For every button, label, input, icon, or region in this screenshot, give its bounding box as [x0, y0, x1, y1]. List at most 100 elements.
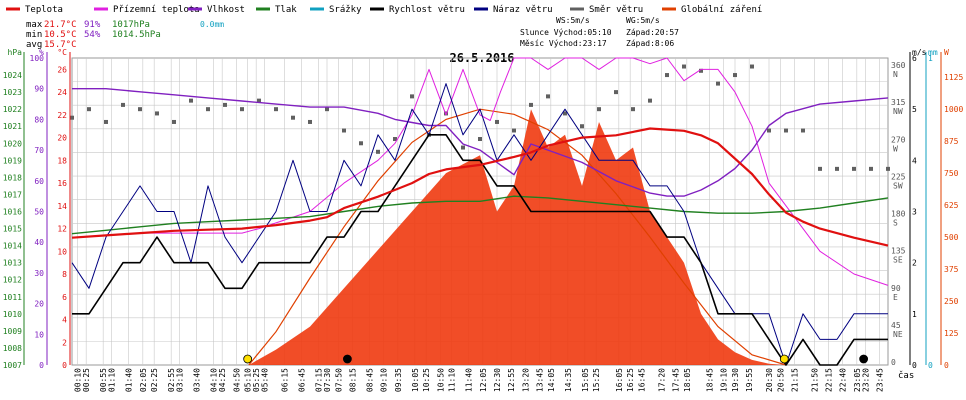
wind-direction-point: [512, 128, 516, 133]
temperature-tick-label: 8: [62, 270, 67, 279]
radiation-tick-label: 875: [944, 137, 959, 146]
stats-block: max 21.7°C 91% 1017hPa 0.0mm min 10.5°C …: [26, 20, 224, 50]
x-tick-label: 06:15: [281, 368, 290, 392]
wind-direction-point: [172, 119, 176, 124]
wind-direction-point: [682, 64, 686, 69]
wind-direction-point: [359, 141, 363, 146]
legend-label: Rychlost větru: [389, 5, 465, 15]
pressure-tick-label: 1015: [3, 225, 22, 234]
wind-direction-point: [852, 166, 856, 171]
stats-min-label: min: [26, 30, 42, 40]
stats-avg-label: avg: [26, 40, 42, 50]
radiation-tick-label: 375: [944, 265, 959, 274]
wind-direction-point: [206, 107, 210, 112]
wind-dir-tick-name: E: [893, 293, 898, 302]
wind-direction-point: [444, 111, 448, 116]
pressure-tick-label: 1011: [3, 293, 22, 302]
temperature-tick-label: 18: [57, 156, 67, 165]
x-tick-label: 19:55: [745, 368, 754, 392]
x-tick-label: 10:05: [411, 368, 420, 392]
wind-direction-point: [597, 107, 601, 112]
wind-direction-point: [495, 119, 499, 124]
legend-label: Tlak: [275, 5, 297, 15]
marker-moonrise: [859, 354, 869, 364]
radiation-area: [248, 109, 787, 365]
x-tick-label: 21:15: [791, 368, 800, 392]
wind-direction-point: [648, 98, 652, 103]
x-tick-label: 18:05: [683, 368, 692, 392]
stats-precip-total: 0.0mm: [200, 20, 224, 29]
astro-block: WS:5m/s WG:5m/s Slunce Východ:05:10 Zápa…: [520, 16, 679, 48]
temperature-unit-label: °C: [57, 48, 67, 57]
wind-direction-point: [563, 111, 567, 116]
wind-direction-point: [257, 98, 261, 103]
x-tick-label: 16:45: [638, 368, 647, 392]
humidity-unit-label: %: [39, 48, 44, 57]
astro-wg: WG:5m/s: [626, 16, 660, 25]
astro-sun-set: Západ:20:57: [626, 28, 679, 37]
pressure-tick-label: 1020: [3, 139, 22, 148]
wind-dir-tick-value: 90: [891, 284, 901, 293]
x-tick-label: 22:15: [825, 368, 834, 392]
legend-label: Přízemní teplota: [113, 5, 200, 15]
wind-dir-tick-value: 270: [891, 135, 906, 144]
x-tick-label: 14:35: [564, 368, 573, 392]
x-tick-label: 15:05: [581, 368, 590, 392]
x-tick-label: 06:45: [298, 368, 307, 392]
x-tick-label: 07:30: [323, 368, 332, 392]
wind-direction-point: [529, 102, 533, 107]
temperature-tick-label: 2: [62, 338, 67, 347]
humidity-tick-label: 80: [34, 115, 44, 124]
radiation-tick-label: 1000: [944, 105, 963, 114]
wind-tick-label: 6: [912, 54, 917, 63]
temperature-tick-label: 4: [62, 316, 67, 325]
wind-tick-label: 3: [912, 208, 917, 217]
wind-direction-point: [240, 107, 244, 112]
wind-direction-point: [750, 64, 754, 69]
wind-dir-tick-name: NE: [893, 330, 903, 339]
pressure-tick-label: 1016: [3, 208, 22, 217]
radiation-tick-label: 750: [944, 169, 959, 178]
humidity-tick-label: 100: [30, 54, 45, 63]
legend-label: Globální záření: [681, 5, 762, 15]
x-tick-label: 02:25: [150, 368, 159, 392]
x-tick-label: 18:45: [706, 368, 715, 392]
x-tick-label: 19:30: [731, 368, 740, 392]
x-tick-label: 10:50: [436, 368, 445, 392]
precip-tick-label: 1: [928, 54, 933, 63]
x-tick-label: 12:05: [479, 368, 488, 392]
x-tick-label: 12:30: [493, 368, 502, 392]
wind-direction-point: [223, 102, 227, 107]
wind-dir-tick-value: 135: [891, 247, 906, 256]
astro-ws: WS:5m/s: [556, 16, 590, 25]
pressure-tick-label: 1013: [3, 259, 22, 268]
wind-dir-tick-value: 360: [891, 61, 906, 70]
wind-direction-point: [121, 102, 125, 107]
wind-direction-point: [665, 73, 669, 78]
pressure-tick-label: 1008: [3, 344, 22, 353]
wind-direction-point: [342, 128, 346, 133]
legend-label: Směr větru: [589, 5, 643, 15]
x-tick-label: 20:50: [776, 368, 785, 392]
x-tick-label: 23:05: [853, 368, 862, 392]
x-tick-label: 11:40: [465, 368, 474, 392]
temperature-tick-label: 0: [62, 361, 67, 370]
x-tick-label: 07:50: [334, 368, 343, 392]
wind-direction-point: [189, 98, 193, 103]
x-tick-label: 13:20: [521, 368, 530, 392]
x-tick-label: 00:55: [99, 368, 108, 392]
wind-dir-tick-value: 315: [891, 98, 906, 107]
legend-label: Vlhkost: [207, 5, 245, 15]
humidity-tick-label: 60: [34, 177, 44, 186]
marker-sunset: [779, 354, 789, 364]
wind-tick-label: 0: [912, 361, 917, 370]
wind-tick-label: 5: [912, 105, 917, 114]
pressure-tick-label: 1012: [3, 276, 22, 285]
wind-direction-point: [546, 94, 550, 99]
x-tick-label: 11:10: [448, 368, 457, 392]
x-tick-label: 15:25: [592, 368, 601, 392]
axes: 1007100810091010101110121013101410151016…: [3, 48, 964, 392]
pressure-tick-label: 1014: [3, 242, 22, 251]
wind-dir-tick-name: S: [893, 219, 898, 228]
